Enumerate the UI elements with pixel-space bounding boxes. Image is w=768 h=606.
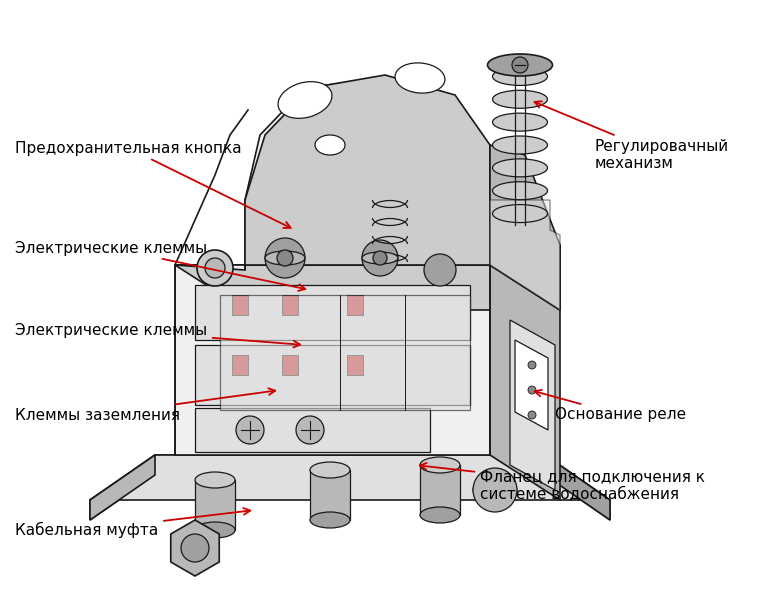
Ellipse shape [492, 136, 548, 154]
Text: Фланец для подключения к
системе водоснабжения: Фланец для подключения к системе водосна… [420, 463, 705, 501]
Text: Электрические клеммы: Электрические клеммы [15, 322, 300, 347]
Ellipse shape [278, 82, 332, 118]
Polygon shape [282, 355, 298, 375]
Circle shape [373, 251, 387, 265]
Circle shape [205, 258, 225, 278]
Polygon shape [170, 520, 219, 576]
Ellipse shape [492, 205, 548, 222]
Ellipse shape [473, 481, 517, 499]
Ellipse shape [492, 159, 548, 177]
Ellipse shape [195, 522, 235, 538]
Polygon shape [90, 455, 610, 520]
Polygon shape [245, 75, 560, 310]
Polygon shape [175, 265, 560, 310]
Text: Предохранительная кнопка: Предохранительная кнопка [15, 141, 291, 228]
Ellipse shape [420, 507, 460, 523]
Polygon shape [175, 265, 490, 455]
Polygon shape [545, 455, 610, 520]
Ellipse shape [195, 472, 235, 488]
Ellipse shape [362, 252, 398, 264]
Ellipse shape [265, 251, 305, 265]
Circle shape [528, 361, 536, 369]
Polygon shape [490, 265, 560, 500]
Polygon shape [510, 320, 555, 490]
Polygon shape [90, 455, 610, 500]
Bar [310, 470, 350, 520]
Bar [195, 480, 235, 530]
Ellipse shape [420, 457, 460, 473]
Ellipse shape [310, 462, 350, 478]
Polygon shape [490, 200, 560, 310]
Polygon shape [347, 355, 363, 375]
Polygon shape [490, 145, 560, 310]
Bar [420, 465, 460, 515]
Polygon shape [195, 408, 430, 452]
Circle shape [277, 250, 293, 266]
Ellipse shape [492, 67, 548, 85]
Ellipse shape [310, 512, 350, 528]
Polygon shape [175, 78, 490, 270]
Polygon shape [282, 295, 298, 315]
Circle shape [424, 254, 456, 286]
Circle shape [197, 250, 233, 286]
Ellipse shape [492, 182, 548, 200]
Polygon shape [232, 355, 248, 375]
Polygon shape [220, 295, 470, 410]
Ellipse shape [488, 54, 552, 76]
Polygon shape [195, 345, 470, 405]
Circle shape [362, 240, 398, 276]
Circle shape [528, 411, 536, 419]
Circle shape [512, 57, 528, 73]
Ellipse shape [492, 113, 548, 131]
Text: Клеммы заземления: Клеммы заземления [15, 388, 275, 422]
Polygon shape [232, 295, 248, 315]
Circle shape [181, 534, 209, 562]
Polygon shape [515, 340, 548, 430]
Circle shape [236, 416, 264, 444]
Circle shape [296, 416, 324, 444]
Polygon shape [347, 295, 363, 315]
Circle shape [473, 468, 517, 512]
Circle shape [265, 238, 305, 278]
Circle shape [528, 386, 536, 394]
Ellipse shape [395, 63, 445, 93]
Text: Кабельная муфта: Кабельная муфта [15, 508, 250, 538]
Ellipse shape [315, 135, 345, 155]
Text: Электрические клеммы: Электрические клеммы [15, 241, 306, 291]
Polygon shape [90, 455, 155, 520]
Polygon shape [195, 285, 470, 340]
Ellipse shape [492, 90, 548, 108]
Text: Основание реле: Основание реле [535, 390, 686, 422]
Text: Регулировачный
механизм: Регулировачный механизм [535, 101, 729, 171]
